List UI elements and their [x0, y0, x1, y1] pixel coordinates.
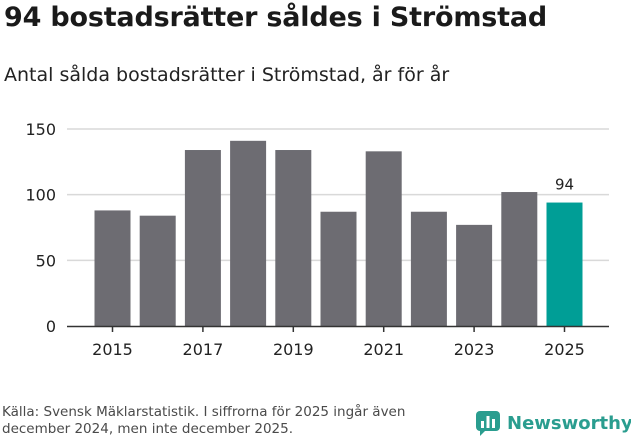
- x-tick-label-2021: 2021: [363, 340, 404, 359]
- bar-2023: [456, 224, 493, 326]
- bar-2025: [546, 202, 583, 326]
- source-note: Källa: Svensk Mäklarstatistik. I siffror…: [2, 404, 406, 437]
- x-axis-tick-labels: 2015 2017 2019 2021 2023 2025: [92, 326, 585, 359]
- bars: [94, 140, 583, 326]
- x-tick-label-2023: 2023: [454, 340, 495, 359]
- y-tick-label-50: 50: [36, 251, 56, 270]
- x-tick-label-2015: 2015: [92, 340, 133, 359]
- bar-2018: [230, 140, 267, 326]
- y-tick-label-0: 0: [46, 317, 56, 336]
- bar-2024: [501, 192, 538, 326]
- bar-2020: [320, 211, 357, 326]
- y-tick-label-100: 100: [25, 186, 56, 205]
- bar-2019: [275, 150, 312, 326]
- bar-2022: [410, 211, 447, 326]
- x-tick-label-2019: 2019: [273, 340, 314, 359]
- x-tick-label-2025: 2025: [544, 340, 585, 359]
- x-tick-label-2017: 2017: [183, 340, 224, 359]
- newsworthy-logo[interactable]: Newsworthy: [475, 409, 631, 437]
- y-axis-tick-labels: 0 50 100 150: [25, 120, 56, 336]
- bar-2017: [184, 150, 221, 326]
- bar-2016: [139, 215, 176, 326]
- bar-2015: [94, 210, 131, 326]
- bar-2021: [365, 151, 402, 326]
- newsworthy-logo-text: Newsworthy: [507, 412, 631, 434]
- chart-title: 94 bostadsrätter såldes i Strömstad: [4, 2, 548, 33]
- chart-subtitle: Antal sålda bostadsrätter i Strömstad, å…: [4, 64, 450, 86]
- data-labels: 94: [555, 176, 574, 194]
- y-tick-label-150: 150: [25, 120, 56, 139]
- data-label-2025: 94: [555, 176, 574, 194]
- newsworthy-logo-icon: [476, 411, 500, 436]
